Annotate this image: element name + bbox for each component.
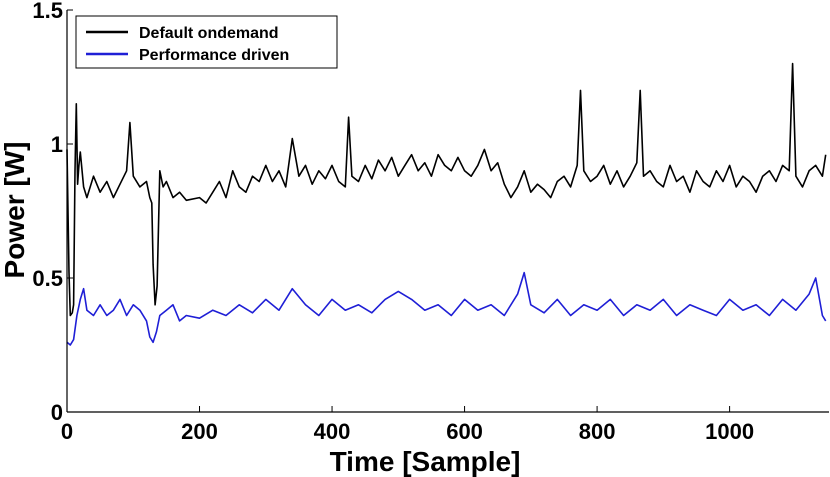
- x-axis-label: Time [Sample]: [330, 446, 521, 477]
- series-line-default-ondemand: [66, 62, 827, 317]
- y-tick-label: 1: [51, 132, 63, 157]
- series-layer: [66, 62, 827, 346]
- x-tick-label: 600: [446, 419, 483, 444]
- legend: Default ondemand Performance driven: [75, 15, 338, 69]
- x-tick-label: 800: [579, 419, 616, 444]
- x-tick-label: 400: [314, 419, 351, 444]
- legend-box: [75, 15, 338, 69]
- x-tick-label: 1000: [705, 419, 754, 444]
- x-tick-label: 0: [61, 419, 73, 444]
- series-line-performance-driven: [66, 271, 827, 346]
- legend-label-performance-driven: Performance driven: [139, 47, 289, 64]
- y-axis-label: Power [W]: [0, 142, 30, 279]
- ticks-layer: 0 200 400 600 800 1000 0 0.5 1 1.5: [32, 0, 754, 444]
- y-tick-label: 1.5: [32, 0, 63, 23]
- x-tick-label: 200: [181, 419, 218, 444]
- legend-label-default-ondemand: Default ondemand: [139, 25, 279, 42]
- y-tick-label: 0.5: [32, 266, 63, 291]
- y-tick-label: 0: [51, 400, 63, 425]
- axes-layer: [66, 10, 829, 413]
